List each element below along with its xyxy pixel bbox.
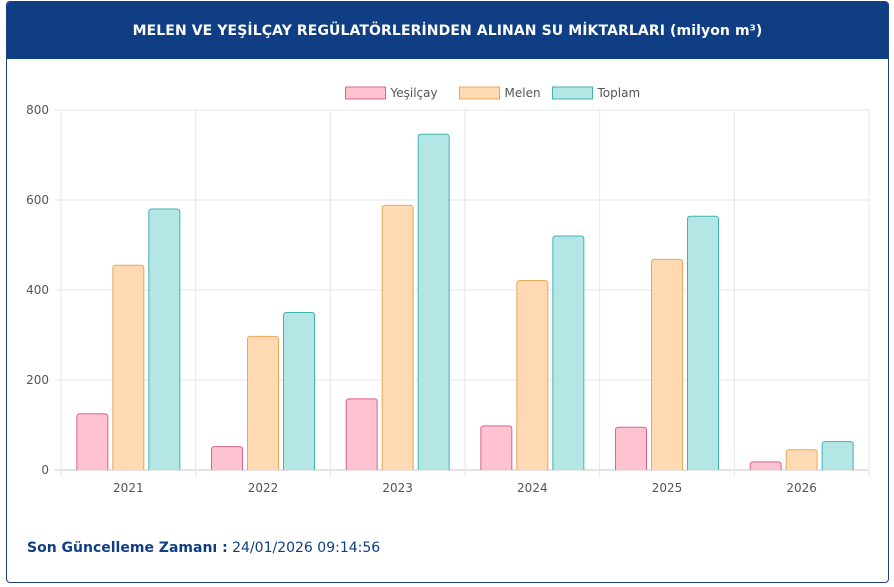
bar-toplam-2025 [687,215,719,470]
legend-label: Yeşilçay [390,86,438,100]
y-tick-label: 200 [26,373,49,387]
bar-yeilay-2023 [345,398,378,470]
bar-melen-2022 [247,335,279,470]
legend-label: Melen [505,86,541,100]
bar-toplam-2026 [821,441,854,470]
legend-swatch [552,86,593,100]
bar-toplam-2024 [552,235,585,470]
x-tick-label: 2022 [248,481,279,495]
last-update-label: Son Güncelleme Zamanı : [27,540,228,556]
bar-toplam-2021 [148,208,181,470]
bar-yeilay-2024 [480,425,513,470]
x-tick-label: 2024 [517,481,548,495]
y-tick-label: 800 [26,103,49,117]
bar-yeilay-2021 [76,413,109,470]
bar-melen-2024 [516,280,549,470]
last-update-value: 24/01/2026 09:14:56 [232,540,381,556]
legend-label: Toplam [597,86,641,100]
x-tick-label: 2021 [113,481,144,495]
bar-melen-2021 [112,264,145,470]
y-tick-label: 600 [26,193,49,207]
bar-yeilay-2026 [749,461,782,470]
bar-yeilay-2025 [615,426,647,470]
bar-toplam-2022 [283,312,315,470]
legend-swatch [459,86,500,100]
legend-swatch [345,86,386,100]
chart-title: MELEN VE YEŞİLÇAY REGÜLATÖRLERİNDEN ALIN… [7,2,888,59]
y-tick-label: 400 [26,283,49,297]
last-update: Son Güncelleme Zamanı : 24/01/2026 09:14… [27,540,380,556]
x-tick-label: 2023 [382,481,413,495]
bar-melen-2025 [651,258,683,470]
bar-toplam-2023 [417,133,450,470]
bar-yeilay-2022 [211,446,243,470]
y-tick-label: 0 [41,463,49,477]
bar-melen-2026 [785,449,818,470]
bar-melen-2023 [381,204,414,470]
x-tick-label: 2026 [786,481,817,495]
x-tick-label: 2025 [652,481,683,495]
